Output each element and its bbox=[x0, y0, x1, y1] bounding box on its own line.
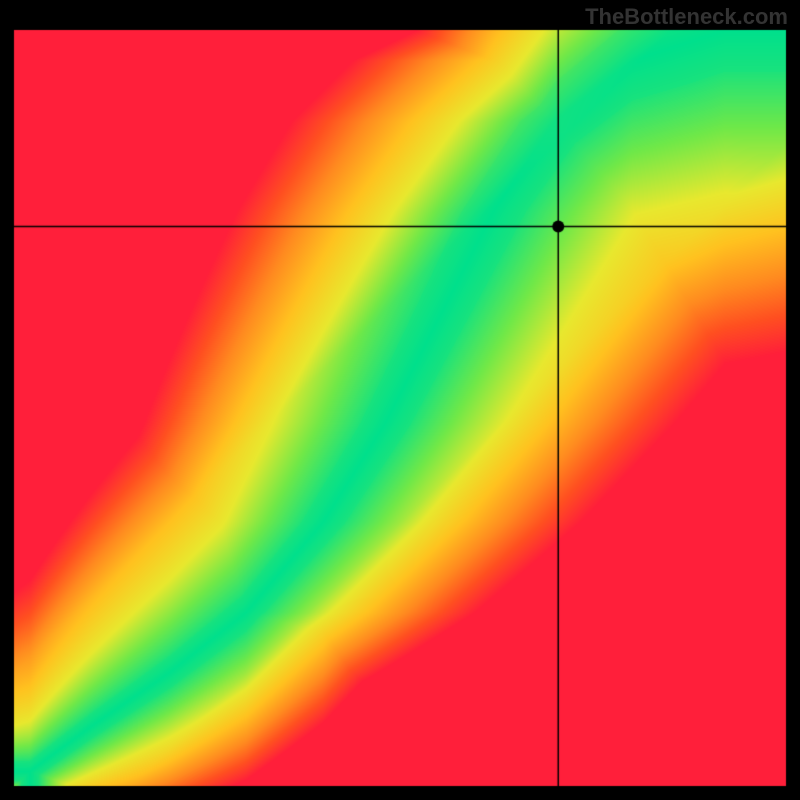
watermark-text: TheBottleneck.com bbox=[585, 4, 788, 30]
bottleneck-heatmap bbox=[0, 0, 800, 800]
